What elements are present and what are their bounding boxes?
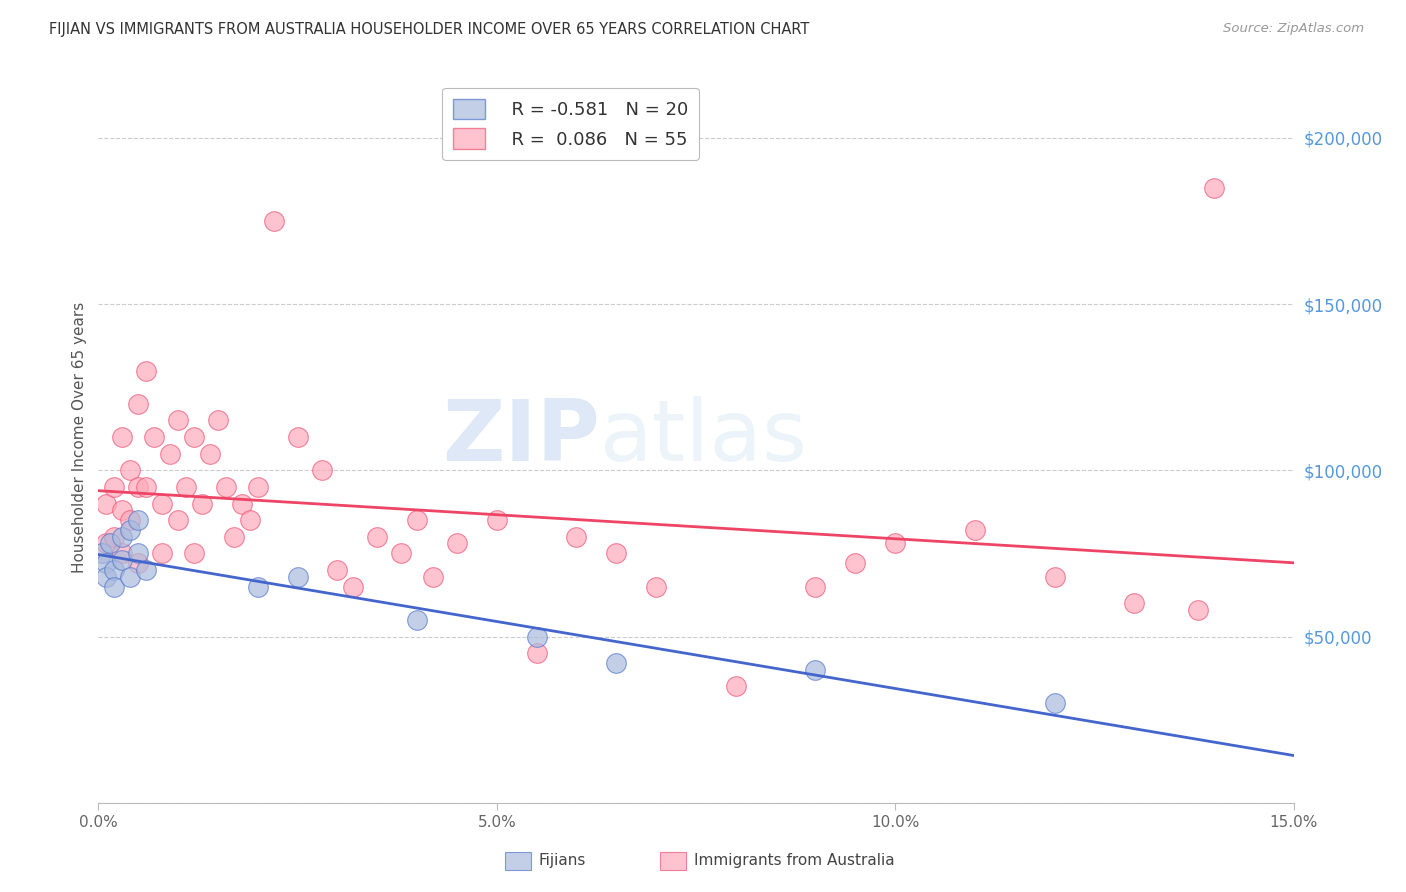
Text: FIJIAN VS IMMIGRANTS FROM AUSTRALIA HOUSEHOLDER INCOME OVER 65 YEARS CORRELATION: FIJIAN VS IMMIGRANTS FROM AUSTRALIA HOUS… — [49, 22, 810, 37]
Legend:   R = -0.581   N = 20,   R =  0.086   N = 55: R = -0.581 N = 20, R = 0.086 N = 55 — [441, 87, 699, 160]
Point — [111, 530, 134, 544]
Point — [127, 480, 149, 494]
Point — [1043, 696, 1066, 710]
Point — [135, 563, 157, 577]
Point — [183, 430, 205, 444]
Text: Fijians: Fijians — [538, 853, 585, 868]
Text: ZIP: ZIP — [443, 395, 600, 479]
Point — [96, 497, 118, 511]
Point — [963, 523, 986, 537]
Point — [287, 570, 309, 584]
Point — [446, 536, 468, 550]
Point — [103, 530, 125, 544]
Point — [135, 363, 157, 377]
Point — [724, 680, 747, 694]
Point — [183, 546, 205, 560]
Point — [565, 530, 588, 544]
Point — [246, 480, 269, 494]
Point — [342, 580, 364, 594]
Point — [884, 536, 907, 550]
Point — [1123, 596, 1146, 610]
Point — [167, 413, 190, 427]
Point — [222, 530, 245, 544]
Bar — [661, 852, 686, 870]
Point — [605, 546, 627, 560]
Text: atlas: atlas — [600, 395, 808, 479]
Point — [406, 613, 429, 627]
Point — [111, 546, 134, 560]
Point — [1202, 180, 1225, 194]
Point — [287, 430, 309, 444]
Point — [143, 430, 166, 444]
Bar — [505, 852, 531, 870]
Text: Immigrants from Australia: Immigrants from Australia — [693, 853, 894, 868]
Point — [366, 530, 388, 544]
Point — [127, 513, 149, 527]
Y-axis label: Householder Income Over 65 years: Householder Income Over 65 years — [72, 301, 87, 573]
Point — [120, 463, 142, 477]
Point — [96, 557, 118, 571]
Point — [111, 553, 134, 567]
Point — [120, 570, 142, 584]
Point — [98, 536, 122, 550]
Point — [239, 513, 262, 527]
Point — [1187, 603, 1209, 617]
Point — [605, 656, 627, 670]
Point — [127, 557, 149, 571]
Point — [111, 503, 134, 517]
Point — [311, 463, 333, 477]
Point — [645, 580, 668, 594]
Point — [135, 480, 157, 494]
Point — [389, 546, 412, 560]
Point — [1043, 570, 1066, 584]
Point — [174, 480, 197, 494]
Point — [103, 580, 125, 594]
Point — [91, 546, 114, 560]
Point — [198, 447, 221, 461]
Point — [191, 497, 214, 511]
Point — [96, 536, 118, 550]
Point — [111, 430, 134, 444]
Point — [526, 630, 548, 644]
Point — [120, 523, 142, 537]
Text: Source: ZipAtlas.com: Source: ZipAtlas.com — [1223, 22, 1364, 36]
Point — [485, 513, 508, 527]
Point — [167, 513, 190, 527]
Point — [103, 480, 125, 494]
Point — [422, 570, 444, 584]
Point — [127, 397, 149, 411]
Point — [844, 557, 866, 571]
Point — [246, 580, 269, 594]
Point — [526, 646, 548, 660]
Point — [120, 513, 142, 527]
Point — [150, 497, 173, 511]
Point — [103, 563, 125, 577]
Point — [127, 546, 149, 560]
Point — [326, 563, 349, 577]
Point — [96, 570, 118, 584]
Point — [804, 663, 827, 677]
Point — [207, 413, 229, 427]
Point — [231, 497, 253, 511]
Point — [150, 546, 173, 560]
Point — [263, 214, 285, 228]
Point — [804, 580, 827, 594]
Point — [215, 480, 238, 494]
Point — [406, 513, 429, 527]
Point — [159, 447, 181, 461]
